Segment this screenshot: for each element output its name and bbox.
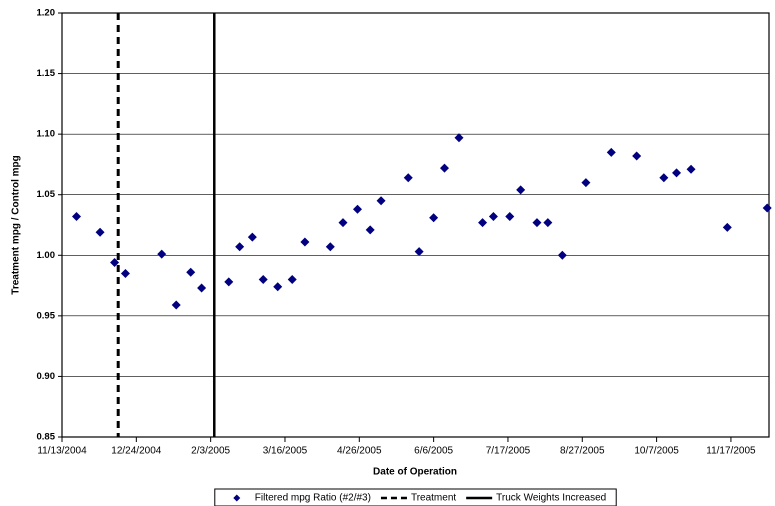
data-point (429, 213, 439, 223)
data-point (352, 204, 362, 214)
y-tick-label: 1.20 (37, 8, 56, 19)
data-point (659, 173, 669, 183)
data-point (95, 227, 105, 237)
data-point (606, 147, 616, 157)
data-point (762, 203, 772, 213)
x-tick-label: 10/7/2005 (634, 446, 679, 457)
data-point (287, 275, 297, 285)
data-point (686, 164, 696, 174)
x-tick-label: 11/13/2004 (37, 446, 87, 457)
data-point (454, 133, 464, 143)
legend: Filtered mpg Ratio (#2/#3) Treatment Truck… (214, 488, 617, 506)
data-point (478, 218, 488, 228)
legend-label: Treatment (411, 493, 456, 504)
x-tick-label: 4/26/2005 (337, 446, 382, 457)
x-tick-label: 12/24/2004 (111, 446, 161, 457)
data-point (414, 247, 424, 257)
data-point (258, 275, 268, 285)
legend-marker (233, 494, 241, 502)
y-axis-title: Treatment mpg / Control mpg (11, 155, 22, 294)
data-point (300, 237, 310, 247)
data-point (338, 218, 348, 228)
data-point (672, 168, 682, 178)
legend-box (214, 488, 617, 506)
data-point (186, 267, 196, 277)
x-tick-label: 2/3/2005 (191, 446, 230, 457)
data-point (72, 212, 82, 222)
x-tick-label: 7/17/2005 (486, 446, 531, 457)
data-point (120, 268, 130, 278)
y-tick-label: 1.15 (37, 68, 56, 79)
data-point (376, 196, 386, 206)
data-point (235, 242, 245, 252)
y-tick-label: 0.85 (37, 432, 56, 443)
plot-area (61, 12, 770, 438)
x-tick-label: 8/27/2005 (560, 446, 605, 457)
data-point (543, 218, 553, 228)
data-point (505, 212, 515, 222)
x-tick-label: 11/17/2005 (706, 446, 756, 457)
data-point (247, 232, 257, 242)
data-point (722, 222, 732, 232)
data-point (516, 185, 526, 195)
y-tick-label: 0.90 (37, 371, 56, 382)
data-point (632, 151, 642, 161)
data-point (157, 249, 167, 259)
data-point (488, 212, 498, 222)
legend-label: Filtered mpg Ratio (#2/#3) (255, 493, 371, 504)
data-point (110, 258, 120, 268)
data-point (557, 250, 567, 260)
data-point (273, 282, 283, 292)
x-axis-title: Date of Operation (373, 467, 457, 478)
x-tick-label: 6/6/2005 (414, 446, 453, 457)
legend-label: Truck Weights Increased (496, 493, 606, 504)
data-point (224, 277, 234, 287)
data-point (440, 163, 450, 173)
y-tick-label: 0.95 (37, 310, 56, 321)
x-tick-label: 3/16/2005 (263, 446, 308, 457)
data-point (171, 300, 181, 310)
data-point (365, 225, 375, 235)
data-point (325, 242, 335, 252)
data-point (197, 283, 207, 293)
data-point (581, 178, 591, 188)
data-point (532, 218, 542, 228)
y-tick-label: 1.10 (37, 129, 56, 140)
data-point (403, 173, 413, 183)
y-tick-label: 1.05 (37, 189, 56, 200)
y-tick-label: 1.00 (37, 250, 56, 261)
